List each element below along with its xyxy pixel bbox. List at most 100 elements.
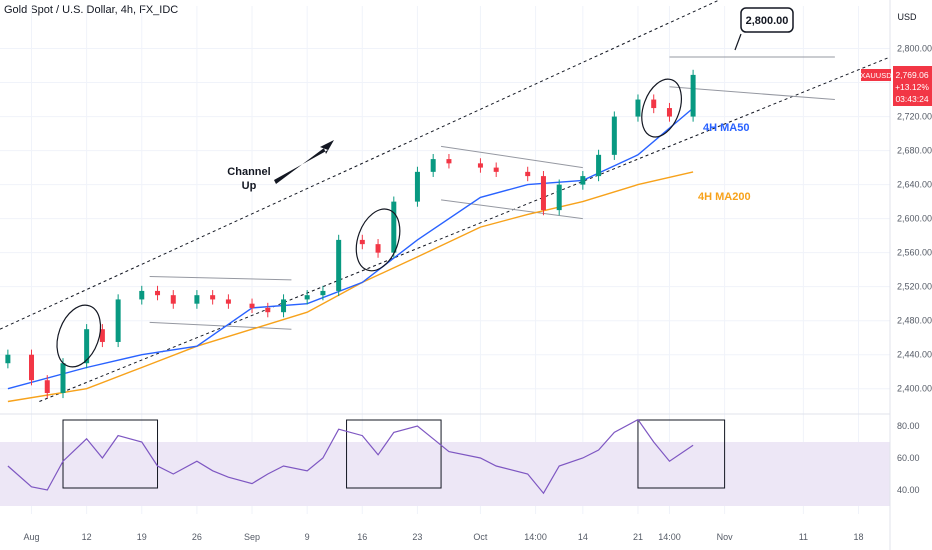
time-tick-label: Oct	[473, 532, 488, 542]
time-tick-label: 18	[853, 532, 863, 542]
candle-body	[60, 363, 66, 393]
candle-body	[29, 354, 35, 381]
target-range-bottom	[669, 86, 835, 101]
candle-body	[139, 290, 145, 300]
time-tick-label: Sep	[244, 532, 260, 542]
candle-body	[5, 354, 11, 364]
time-tick-label: 26	[192, 532, 202, 542]
candle-body	[84, 329, 90, 364]
price-tick-label: 2,480.00	[897, 316, 932, 326]
rsi-box-3	[637, 419, 726, 489]
price-tag-countdown: 03:43:24	[895, 94, 928, 104]
candle-body	[556, 184, 562, 211]
price-tag-change: +13.12%	[895, 82, 929, 92]
channel-lower	[39, 56, 891, 402]
pattern-shapes	[56, 78, 726, 489]
channel-lines	[0, 0, 891, 402]
price-tag: XAUUSD 2,769.06 +13.12% 03:43:24	[860, 66, 932, 106]
candle-body	[99, 329, 105, 342]
chart-header-title: Gold Spot / U.S. Dollar, 4h, FX_IDC	[4, 4, 179, 16]
time-tick-label: 19	[137, 532, 147, 542]
channel-up-arrow	[274, 140, 334, 184]
time-tick-label: 12	[82, 532, 92, 542]
price-tick-label: 2,440.00	[897, 350, 932, 360]
ma200-label: 4H MA200	[698, 191, 751, 203]
candle-body	[666, 108, 672, 117]
channel-label: Channel	[227, 166, 270, 178]
candle-body	[477, 163, 483, 168]
time-tick-label: 14:00	[524, 532, 547, 542]
candle-body	[651, 99, 657, 109]
target-label: 2,800.00	[746, 15, 789, 27]
candle-body	[359, 239, 365, 245]
price-tag-value: 2,769.06	[895, 70, 928, 80]
range-bottom-2	[440, 199, 583, 220]
channel-up-label: Up	[242, 180, 257, 192]
target-box	[740, 7, 794, 33]
candle-body	[596, 154, 602, 177]
time-tick-label: 16	[357, 532, 367, 542]
time-tick-label: 9	[305, 532, 310, 542]
price-tick-label: 2,520.00	[897, 282, 932, 292]
rsi-box-1	[62, 419, 159, 489]
target-callout: 2,800.00	[734, 7, 794, 51]
grid	[0, 6, 890, 514]
candle-body	[493, 167, 499, 172]
rsi-layer	[7, 418, 694, 495]
pattern-ellipse-2	[355, 208, 401, 272]
candle-body	[635, 99, 641, 117]
range-lines	[149, 56, 835, 330]
time-tick-label: 23	[412, 532, 422, 542]
range-top-1	[149, 275, 292, 281]
candle-body	[210, 295, 216, 300]
candle-body	[249, 303, 255, 308]
candle-body	[611, 116, 617, 155]
candle-body	[225, 299, 231, 304]
channel-upper	[0, 0, 721, 330]
candle-body	[690, 74, 696, 117]
range-bottom-1	[149, 321, 292, 330]
symbol-tag-label: XAUUSD	[860, 71, 892, 80]
candle-body	[580, 176, 586, 185]
rsi-tick-label: 40.00	[897, 485, 920, 495]
pattern-ellipse-1	[56, 304, 102, 368]
candle-body	[414, 171, 420, 202]
symbol-tag	[861, 69, 891, 81]
price-tick-label: 2,600.00	[897, 214, 932, 224]
rsi-tick-label: 80.00	[897, 421, 920, 431]
price-tick-label: 2,680.00	[897, 146, 932, 156]
rsi-line	[7, 418, 694, 495]
time-tick-label: 11	[799, 532, 808, 542]
price-tick-label: 2,800.00	[897, 44, 932, 54]
channel-up-callout: Channel Up	[227, 140, 334, 192]
candle-body	[525, 171, 531, 177]
price-tick-label: 2,640.00	[897, 180, 932, 190]
rsi-tick-label: 60.00	[897, 453, 920, 463]
currency-label: USD	[897, 12, 917, 22]
candle-body	[115, 299, 121, 342]
candle-body	[446, 159, 452, 164]
candle-body	[430, 159, 436, 172]
candle-body	[194, 295, 200, 304]
time-tick-label: 14	[578, 532, 588, 542]
candle-body	[391, 201, 397, 253]
price-tick-label: 2,560.00	[897, 248, 932, 258]
candle-body	[336, 239, 342, 291]
time-tick-label: Nov	[717, 532, 734, 542]
price-tag-box	[893, 66, 932, 106]
candle-body	[375, 244, 381, 253]
pattern-ellipse-3	[641, 78, 682, 138]
target-leader	[734, 33, 742, 51]
ma50-label: 4H MA50	[703, 122, 749, 134]
range-top-2	[440, 145, 583, 169]
price-tick-label: 2,720.00	[897, 112, 932, 122]
candle-body	[44, 380, 50, 393]
candle-body	[281, 299, 287, 313]
candle-body	[265, 307, 271, 313]
rsi-band	[0, 442, 890, 506]
candle-body	[540, 176, 546, 211]
candle-body	[170, 295, 176, 304]
candles-layer	[5, 69, 696, 399]
